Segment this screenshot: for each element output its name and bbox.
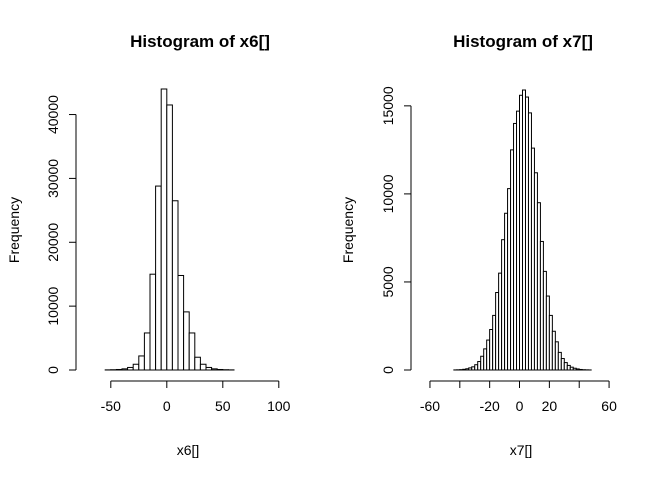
histogram-x6-x-tick-label-3: 100 xyxy=(267,398,291,414)
histogram-x7-ylabel: Frequency xyxy=(340,197,356,263)
histogram-x6-y-axis: 0 10000 20000 30000 40000 xyxy=(45,95,77,374)
histogram-x6-bar-27 xyxy=(216,368,224,371)
histogram-x6-xlabel: x6[] xyxy=(177,442,200,458)
histogram-x6-y-tick-label-2: 20000 xyxy=(45,223,61,262)
histogram-x6-bar-18 xyxy=(166,104,173,371)
histogram-x6-bars xyxy=(104,88,235,371)
histogram-x6-x-axis: -50 0 50 100 xyxy=(101,380,291,414)
histogram-x6-panel: Histogram of x6[] x6[] Frequency -50 0 50 1… xyxy=(6,32,291,458)
histogram-x6-bar-10 xyxy=(121,368,129,371)
histogram-x6-title: Histogram of x6[] xyxy=(130,32,270,51)
histogram-x6-bar-11 xyxy=(127,366,134,371)
histogram-x6-bar-16 xyxy=(155,185,162,371)
histogram-x7-y-tick-label-0: 0 xyxy=(380,366,396,374)
histogram-x7-x-axis: -60 -20 0 20 60 xyxy=(420,380,617,414)
histogram-x6-y-tick-label-1: 10000 xyxy=(45,286,61,325)
histogram-x6-bar-9 xyxy=(115,368,123,371)
histogram-x7-x-tick-label-1: -20 xyxy=(480,398,500,414)
histogram-x7-bars xyxy=(453,89,592,371)
histogram-x6-y-tick-label-3: 30000 xyxy=(45,159,61,198)
histogram-x7-panel: Histogram of x7[] x7[] Frequency -60 -20 0… xyxy=(340,32,617,458)
histogram-x7-title: Histogram of x7[] xyxy=(453,32,593,51)
histogram-x6-bar-20 xyxy=(177,274,185,371)
histogram-x7-x-tick-label-2: 0 xyxy=(516,398,524,414)
histogram-x6-y-tick-label-0: 0 xyxy=(45,366,61,374)
histogram-x6-bar-19 xyxy=(171,200,179,371)
histogram-x6-y-tick-label-4: 40000 xyxy=(45,95,61,134)
histogram-x7-y-tick-label-3: 15000 xyxy=(380,86,396,125)
histogram-x7-y-tick-label-1: 5000 xyxy=(380,266,396,297)
histogram-x6-bar-26 xyxy=(211,368,218,371)
histogram-x6-bar-25 xyxy=(205,366,213,371)
histogram-x7-xlabel: x7[] xyxy=(510,442,533,458)
histogram-x6-ylabel: Frequency xyxy=(6,197,22,263)
histogram-x7-x-tick-label-0: -60 xyxy=(420,398,440,414)
histogram-x6-bar-13 xyxy=(138,355,145,371)
histogram-x6-x-tick-label-1: 0 xyxy=(163,398,171,414)
histogram-x6-bar-21 xyxy=(183,311,190,371)
histogram-x6-bar-15 xyxy=(149,273,157,371)
histogram-x6-bar-12 xyxy=(132,363,140,371)
histogram-x6-bar-17 xyxy=(160,88,168,371)
histogram-x6-bar-24 xyxy=(199,363,207,371)
histogram-x6-x-tick-label-0: -50 xyxy=(101,398,121,414)
histogram-x7-x-tick-label-3: 20 xyxy=(542,398,558,414)
histogram-x6-bar-14 xyxy=(143,332,151,371)
histogram-x7-y-axis: 0 5000 10000 15000 xyxy=(380,86,412,374)
histogram-x7-x-tick-label-4: 60 xyxy=(601,398,617,414)
histogram-x7-y-tick-label-2: 10000 xyxy=(380,174,396,213)
histogram-x6-bar-23 xyxy=(194,356,201,371)
histogram-x6-bar-22 xyxy=(188,332,196,371)
histogram-x6-x-tick-label-2: 50 xyxy=(215,398,231,414)
